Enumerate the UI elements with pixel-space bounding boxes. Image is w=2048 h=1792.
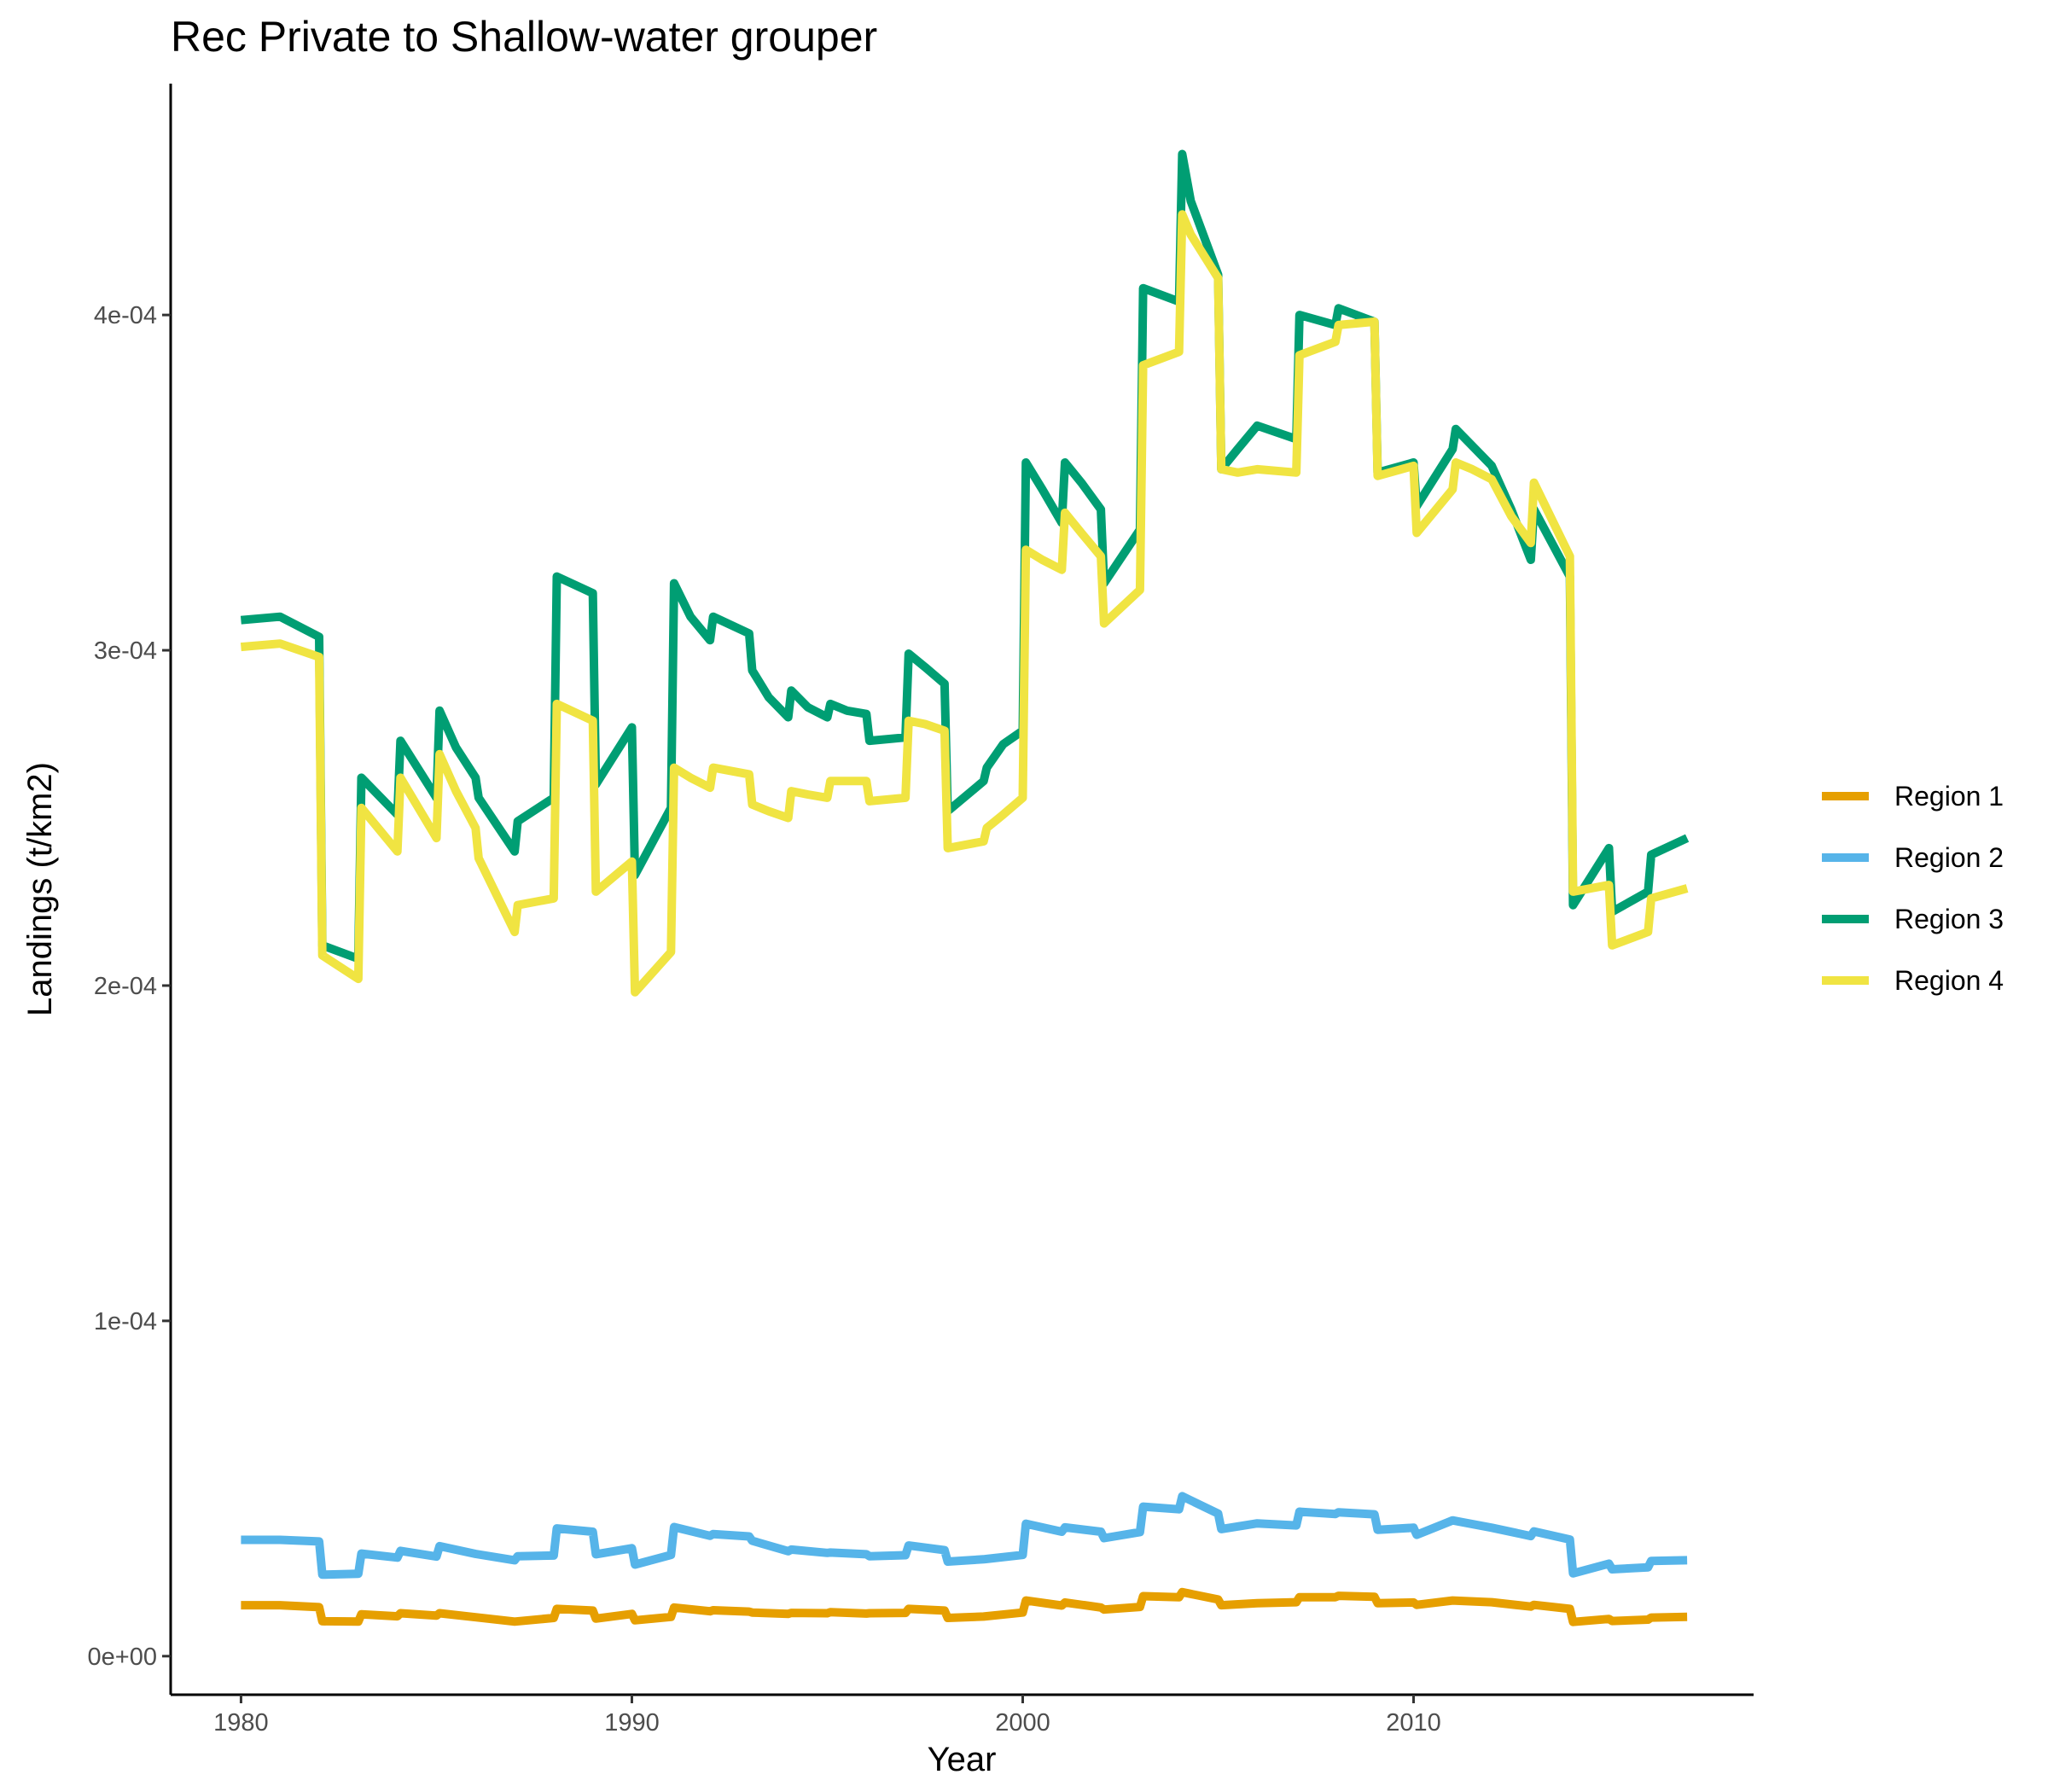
x-tick-label: 1980 xyxy=(213,1709,269,1737)
legend-item-region-3: Region 3 xyxy=(1822,904,2004,934)
x-tick-label: 2000 xyxy=(995,1709,1050,1737)
series-line-region-2 xyxy=(241,1492,1688,1580)
y-axis-title: Landings (t/km2) xyxy=(21,762,59,1016)
y-tick-label: 4e-04 xyxy=(94,302,157,329)
legend: Region 1 Region 2 Region 3 Region 4 xyxy=(1822,781,2004,996)
y-tick-label: 2e-04 xyxy=(94,973,157,1000)
x-axis-ticks: 1980 1990 2000 2010 xyxy=(213,1695,1441,1737)
x-tick-label: 2010 xyxy=(1386,1709,1441,1737)
legend-label: Region 1 xyxy=(1894,781,2004,812)
series-line-region-1 xyxy=(241,1587,1688,1626)
x-tick-label: 1990 xyxy=(604,1709,660,1737)
y-axis-ticks: 0e+00 1e-04 2e-04 3e-04 4e-04 xyxy=(88,302,171,1671)
legend-label: Region 3 xyxy=(1894,904,2004,934)
y-tick-label: 0e+00 xyxy=(88,1644,157,1671)
legend-item-region-4: Region 4 xyxy=(1822,965,2004,996)
y-tick-label: 1e-04 xyxy=(94,1308,157,1335)
legend-item-region-1: Region 1 xyxy=(1822,781,2004,812)
legend-label: Region 2 xyxy=(1894,842,2004,873)
series-line-region-4 xyxy=(240,210,1689,997)
y-tick-label: 3e-04 xyxy=(94,637,157,665)
chart-title: Rec Private to Shallow-water grouper xyxy=(171,13,877,61)
legend-label: Region 4 xyxy=(1894,965,2004,996)
x-axis-title: Year xyxy=(928,1741,997,1778)
series-lines xyxy=(240,149,1690,1626)
series-line-region-3 xyxy=(240,149,1690,963)
legend-item-region-2: Region 2 xyxy=(1822,842,2004,873)
